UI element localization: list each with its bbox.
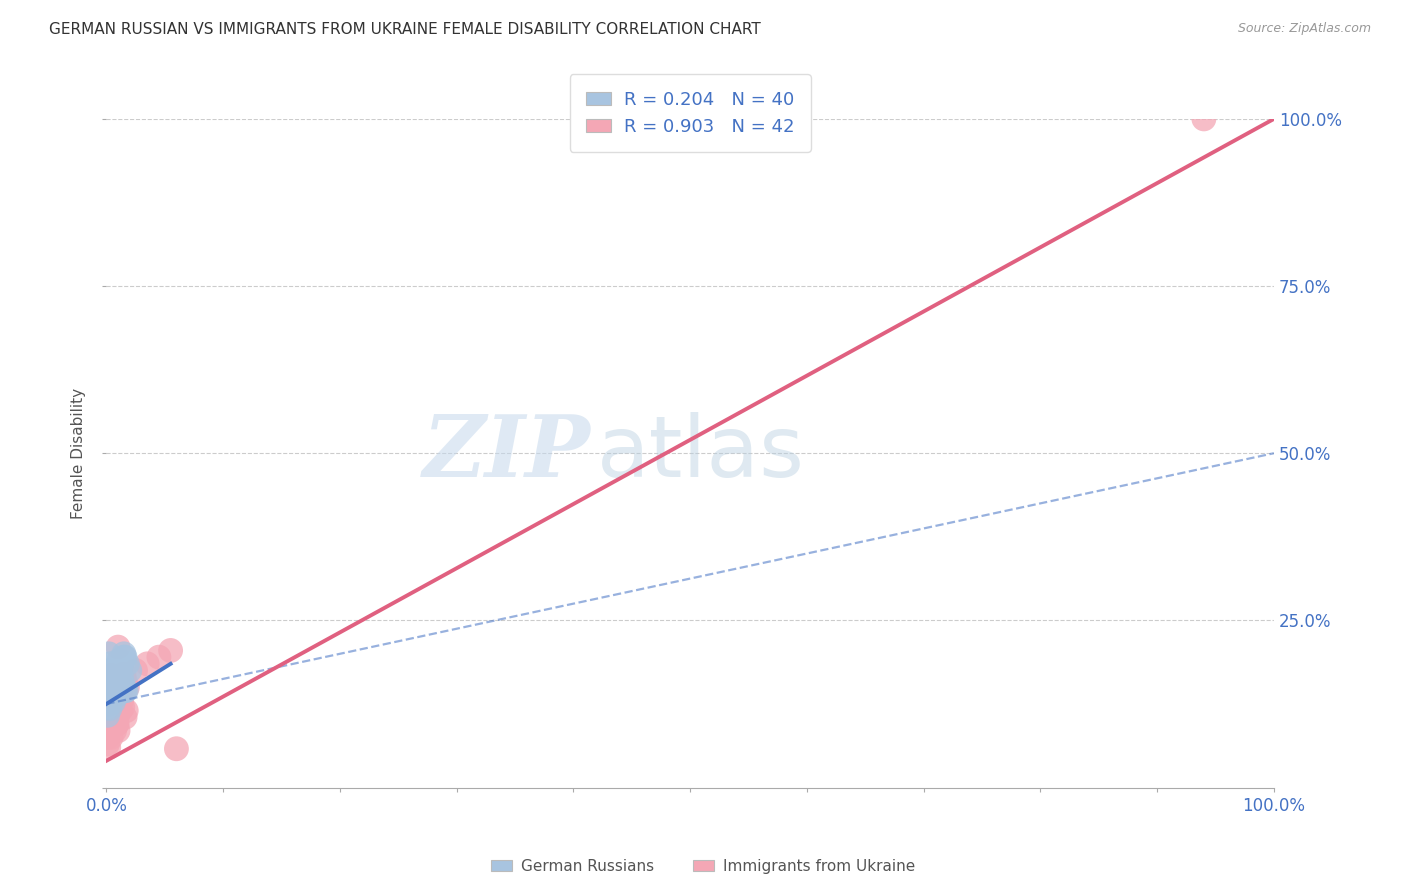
- Point: [101, 666, 124, 681]
- Point: [97, 647, 120, 661]
- Point: [115, 683, 138, 698]
- Point: [103, 680, 125, 694]
- Point: [110, 657, 132, 671]
- Point: [101, 710, 124, 724]
- Point: [103, 695, 125, 709]
- Point: [118, 664, 141, 678]
- Point: [101, 717, 124, 731]
- Point: [98, 717, 121, 731]
- Point: [103, 710, 125, 724]
- Point: [100, 731, 122, 745]
- Text: atlas: atlas: [596, 412, 804, 495]
- Point: [97, 723, 120, 738]
- Point: [117, 657, 139, 671]
- Point: [112, 650, 135, 665]
- Point: [96, 700, 118, 714]
- Point: [105, 700, 128, 714]
- Point: [98, 701, 121, 715]
- Point: [96, 731, 118, 745]
- Point: [104, 677, 127, 691]
- Point: [110, 704, 132, 718]
- Point: [115, 704, 138, 718]
- Point: [103, 683, 125, 698]
- Point: [103, 697, 125, 711]
- Point: [104, 687, 127, 701]
- Point: [100, 680, 122, 694]
- Point: [124, 664, 146, 678]
- Point: [114, 673, 136, 688]
- Point: [114, 683, 136, 698]
- Point: [110, 680, 132, 694]
- Point: [100, 683, 122, 698]
- Point: [101, 704, 124, 718]
- Point: [105, 717, 128, 731]
- Point: [1192, 112, 1215, 126]
- Legend: R = 0.204   N = 40, R = 0.903   N = 42: R = 0.204 N = 40, R = 0.903 N = 42: [569, 74, 811, 152]
- Point: [105, 688, 128, 702]
- Point: [101, 687, 124, 701]
- Point: [105, 670, 128, 684]
- Point: [114, 710, 136, 724]
- Point: [159, 643, 181, 657]
- Point: [104, 670, 127, 684]
- Point: [97, 740, 120, 755]
- Point: [110, 677, 132, 691]
- Point: [136, 657, 159, 671]
- Point: [103, 677, 125, 691]
- Point: [112, 647, 135, 661]
- Point: [103, 714, 125, 728]
- Y-axis label: Female Disability: Female Disability: [72, 388, 86, 519]
- Point: [100, 664, 122, 678]
- Point: [96, 737, 118, 751]
- Point: [110, 693, 132, 707]
- Point: [97, 697, 120, 711]
- Point: [117, 680, 139, 694]
- Point: [105, 717, 128, 731]
- Text: Source: ZipAtlas.com: Source: ZipAtlas.com: [1237, 22, 1371, 36]
- Point: [96, 708, 118, 723]
- Point: [108, 664, 131, 678]
- Point: [103, 673, 125, 688]
- Point: [111, 700, 134, 714]
- Point: [108, 653, 131, 667]
- Point: [98, 657, 121, 671]
- Point: [112, 666, 135, 681]
- Text: ZIP: ZIP: [423, 411, 591, 495]
- Point: [107, 680, 129, 694]
- Point: [108, 687, 131, 701]
- Legend: German Russians, Immigrants from Ukraine: German Russians, Immigrants from Ukraine: [485, 853, 921, 880]
- Point: [107, 666, 129, 681]
- Point: [100, 668, 122, 682]
- Point: [111, 677, 134, 691]
- Point: [108, 673, 131, 688]
- Point: [100, 693, 122, 707]
- Point: [114, 650, 136, 665]
- Point: [148, 650, 170, 665]
- Point: [110, 660, 132, 674]
- Point: [103, 672, 125, 686]
- Point: [96, 690, 118, 705]
- Point: [110, 670, 132, 684]
- Point: [107, 723, 129, 738]
- Point: [165, 741, 187, 756]
- Point: [103, 687, 125, 701]
- Point: [105, 683, 128, 698]
- Point: [97, 690, 120, 705]
- Point: [98, 704, 121, 718]
- Point: [98, 693, 121, 707]
- Point: [97, 697, 120, 711]
- Point: [103, 723, 125, 738]
- Point: [107, 640, 129, 654]
- Text: GERMAN RUSSIAN VS IMMIGRANTS FROM UKRAINE FEMALE DISABILITY CORRELATION CHART: GERMAN RUSSIAN VS IMMIGRANTS FROM UKRAIN…: [49, 22, 761, 37]
